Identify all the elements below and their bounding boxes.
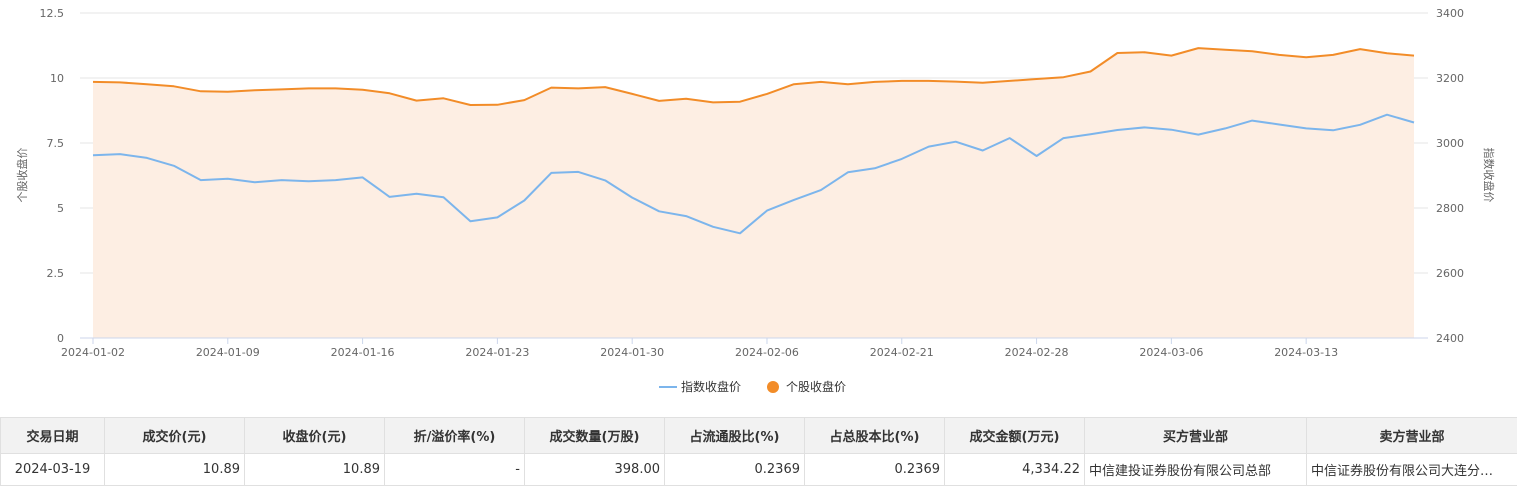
legend-item-stock[interactable]: 个股收盘价 — [767, 379, 846, 394]
header-total-ratio: 占总股本比(%) — [805, 418, 945, 454]
left-tick-label: 10 — [50, 72, 64, 85]
series-area-fill — [93, 48, 1414, 338]
right-tick-label: 2800 — [1436, 202, 1464, 215]
cell-buyer: 中信建投证券股份有限公司总部 — [1085, 454, 1307, 486]
area-fill-layer — [93, 48, 1414, 338]
table-header-row: 交易日期 成交价(元) 收盘价(元) 折/溢价率(%) 成交数量(万股) 占流通… — [1, 418, 1517, 454]
legend-label-stock: 个股收盘价 — [786, 379, 846, 394]
block-trade-table: 交易日期 成交价(元) 收盘价(元) 折/溢价率(%) 成交数量(万股) 占流通… — [0, 417, 1517, 486]
cell-premium-rate: - — [385, 454, 525, 486]
left-tick-label: 5 — [57, 202, 64, 215]
header-trade-volume: 成交数量(万股) — [525, 418, 665, 454]
right-tick-label: 3400 — [1436, 7, 1464, 20]
left-axis-title: 个股收盘价 — [15, 148, 29, 203]
left-tick-label: 2.5 — [47, 267, 65, 280]
right-axis-title: 指数收盘价 — [1482, 148, 1496, 203]
header-premium-rate: 折/溢价率(%) — [385, 418, 525, 454]
legend-label-index: 指数收盘价 — [681, 379, 741, 394]
x-tick-label: 2024-01-09 — [196, 346, 260, 359]
left-tick-label: 7.5 — [47, 137, 65, 150]
cell-total-ratio: 0.2369 — [805, 454, 945, 486]
line-chart: 0 2.5 5 7.5 10 12.5 2400 2600 2800 3000 3200 3400 20… — [0, 0, 1517, 410]
legend: 指数收盘价 个股收盘价 — [659, 379, 846, 394]
cell-close-price: 10.89 — [245, 454, 385, 486]
x-tick-label: 2024-02-21 — [870, 346, 934, 359]
x-tick-label: 2024-01-30 — [600, 346, 664, 359]
left-tick-label: 12.5 — [40, 7, 65, 20]
x-tick-label: 2024-02-06 — [735, 346, 799, 359]
right-tick-label: 3200 — [1436, 72, 1464, 85]
cell-trade-amount: 4,334.22 — [945, 454, 1085, 486]
x-tick-label: 2024-03-06 — [1139, 346, 1203, 359]
x-tick-label: 2024-01-16 — [331, 346, 395, 359]
left-tick-label: 0 — [57, 332, 64, 345]
x-tick-label: 2024-03-13 — [1274, 346, 1338, 359]
cell-trade-price: 10.89 — [105, 454, 245, 486]
chart-area: 0 2.5 5 7.5 10 12.5 2400 2600 2800 3000 3200 3400 20… — [0, 0, 1517, 410]
cell-trade-volume: 398.00 — [525, 454, 665, 486]
right-tick-label: 3000 — [1436, 137, 1464, 150]
legend-item-index[interactable]: 指数收盘价 — [659, 379, 741, 394]
header-buyer: 买方营业部 — [1085, 418, 1307, 454]
cell-float-ratio: 0.2369 — [665, 454, 805, 486]
header-trade-date: 交易日期 — [1, 418, 105, 454]
cell-trade-date: 2024-03-19 — [1, 454, 105, 486]
x-tick-label: 2024-02-28 — [1005, 346, 1069, 359]
table-row: 2024-03-19 10.89 10.89 - 398.00 0.2369 0… — [1, 454, 1517, 486]
cell-seller: 中信证券股份有限公司大连分… — [1307, 454, 1517, 486]
header-close-price: 收盘价(元) — [245, 418, 385, 454]
header-seller: 卖方营业部 — [1307, 418, 1517, 454]
right-tick-label: 2400 — [1436, 332, 1464, 345]
header-trade-price: 成交价(元) — [105, 418, 245, 454]
x-tick-label: 2024-01-02 — [61, 346, 125, 359]
legend-marker-stock — [767, 381, 779, 393]
header-float-ratio: 占流通股比(%) — [665, 418, 805, 454]
x-tick-label: 2024-01-23 — [465, 346, 529, 359]
right-tick-label: 2600 — [1436, 267, 1464, 280]
header-trade-amount: 成交金额(万元) — [945, 418, 1085, 454]
